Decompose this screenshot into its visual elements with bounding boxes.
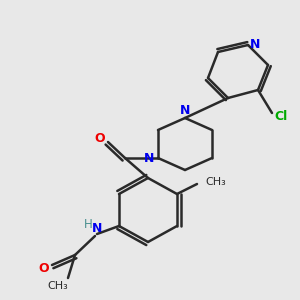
Text: N: N — [144, 152, 154, 164]
Text: Cl: Cl — [274, 110, 288, 124]
Text: O: O — [95, 133, 105, 146]
Text: N: N — [92, 221, 102, 235]
Text: H: H — [84, 218, 92, 230]
Text: O: O — [39, 262, 49, 275]
Text: N: N — [250, 38, 260, 52]
Text: CH₃: CH₃ — [48, 281, 68, 291]
Text: N: N — [180, 103, 190, 116]
Text: CH₃: CH₃ — [205, 177, 226, 187]
